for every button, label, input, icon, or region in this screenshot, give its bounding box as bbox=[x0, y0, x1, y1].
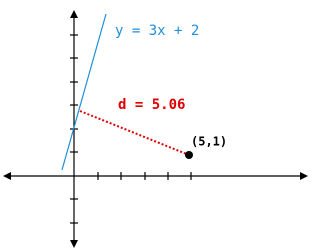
line-y-3x-2 bbox=[61, 13, 107, 171]
point-label: (5,1) bbox=[191, 135, 227, 149]
x-ticks bbox=[97, 172, 192, 180]
axes bbox=[3, 10, 308, 248]
line-label: y = 3x + 2 bbox=[115, 23, 199, 39]
distance-segment bbox=[79, 110, 190, 156]
point bbox=[185, 151, 193, 159]
diagram: y = 3x + 2 d = 5.06 (5,1) bbox=[3, 10, 308, 248]
distance-label: d = 5.06 bbox=[118, 97, 185, 113]
y-ticks bbox=[70, 34, 78, 224]
